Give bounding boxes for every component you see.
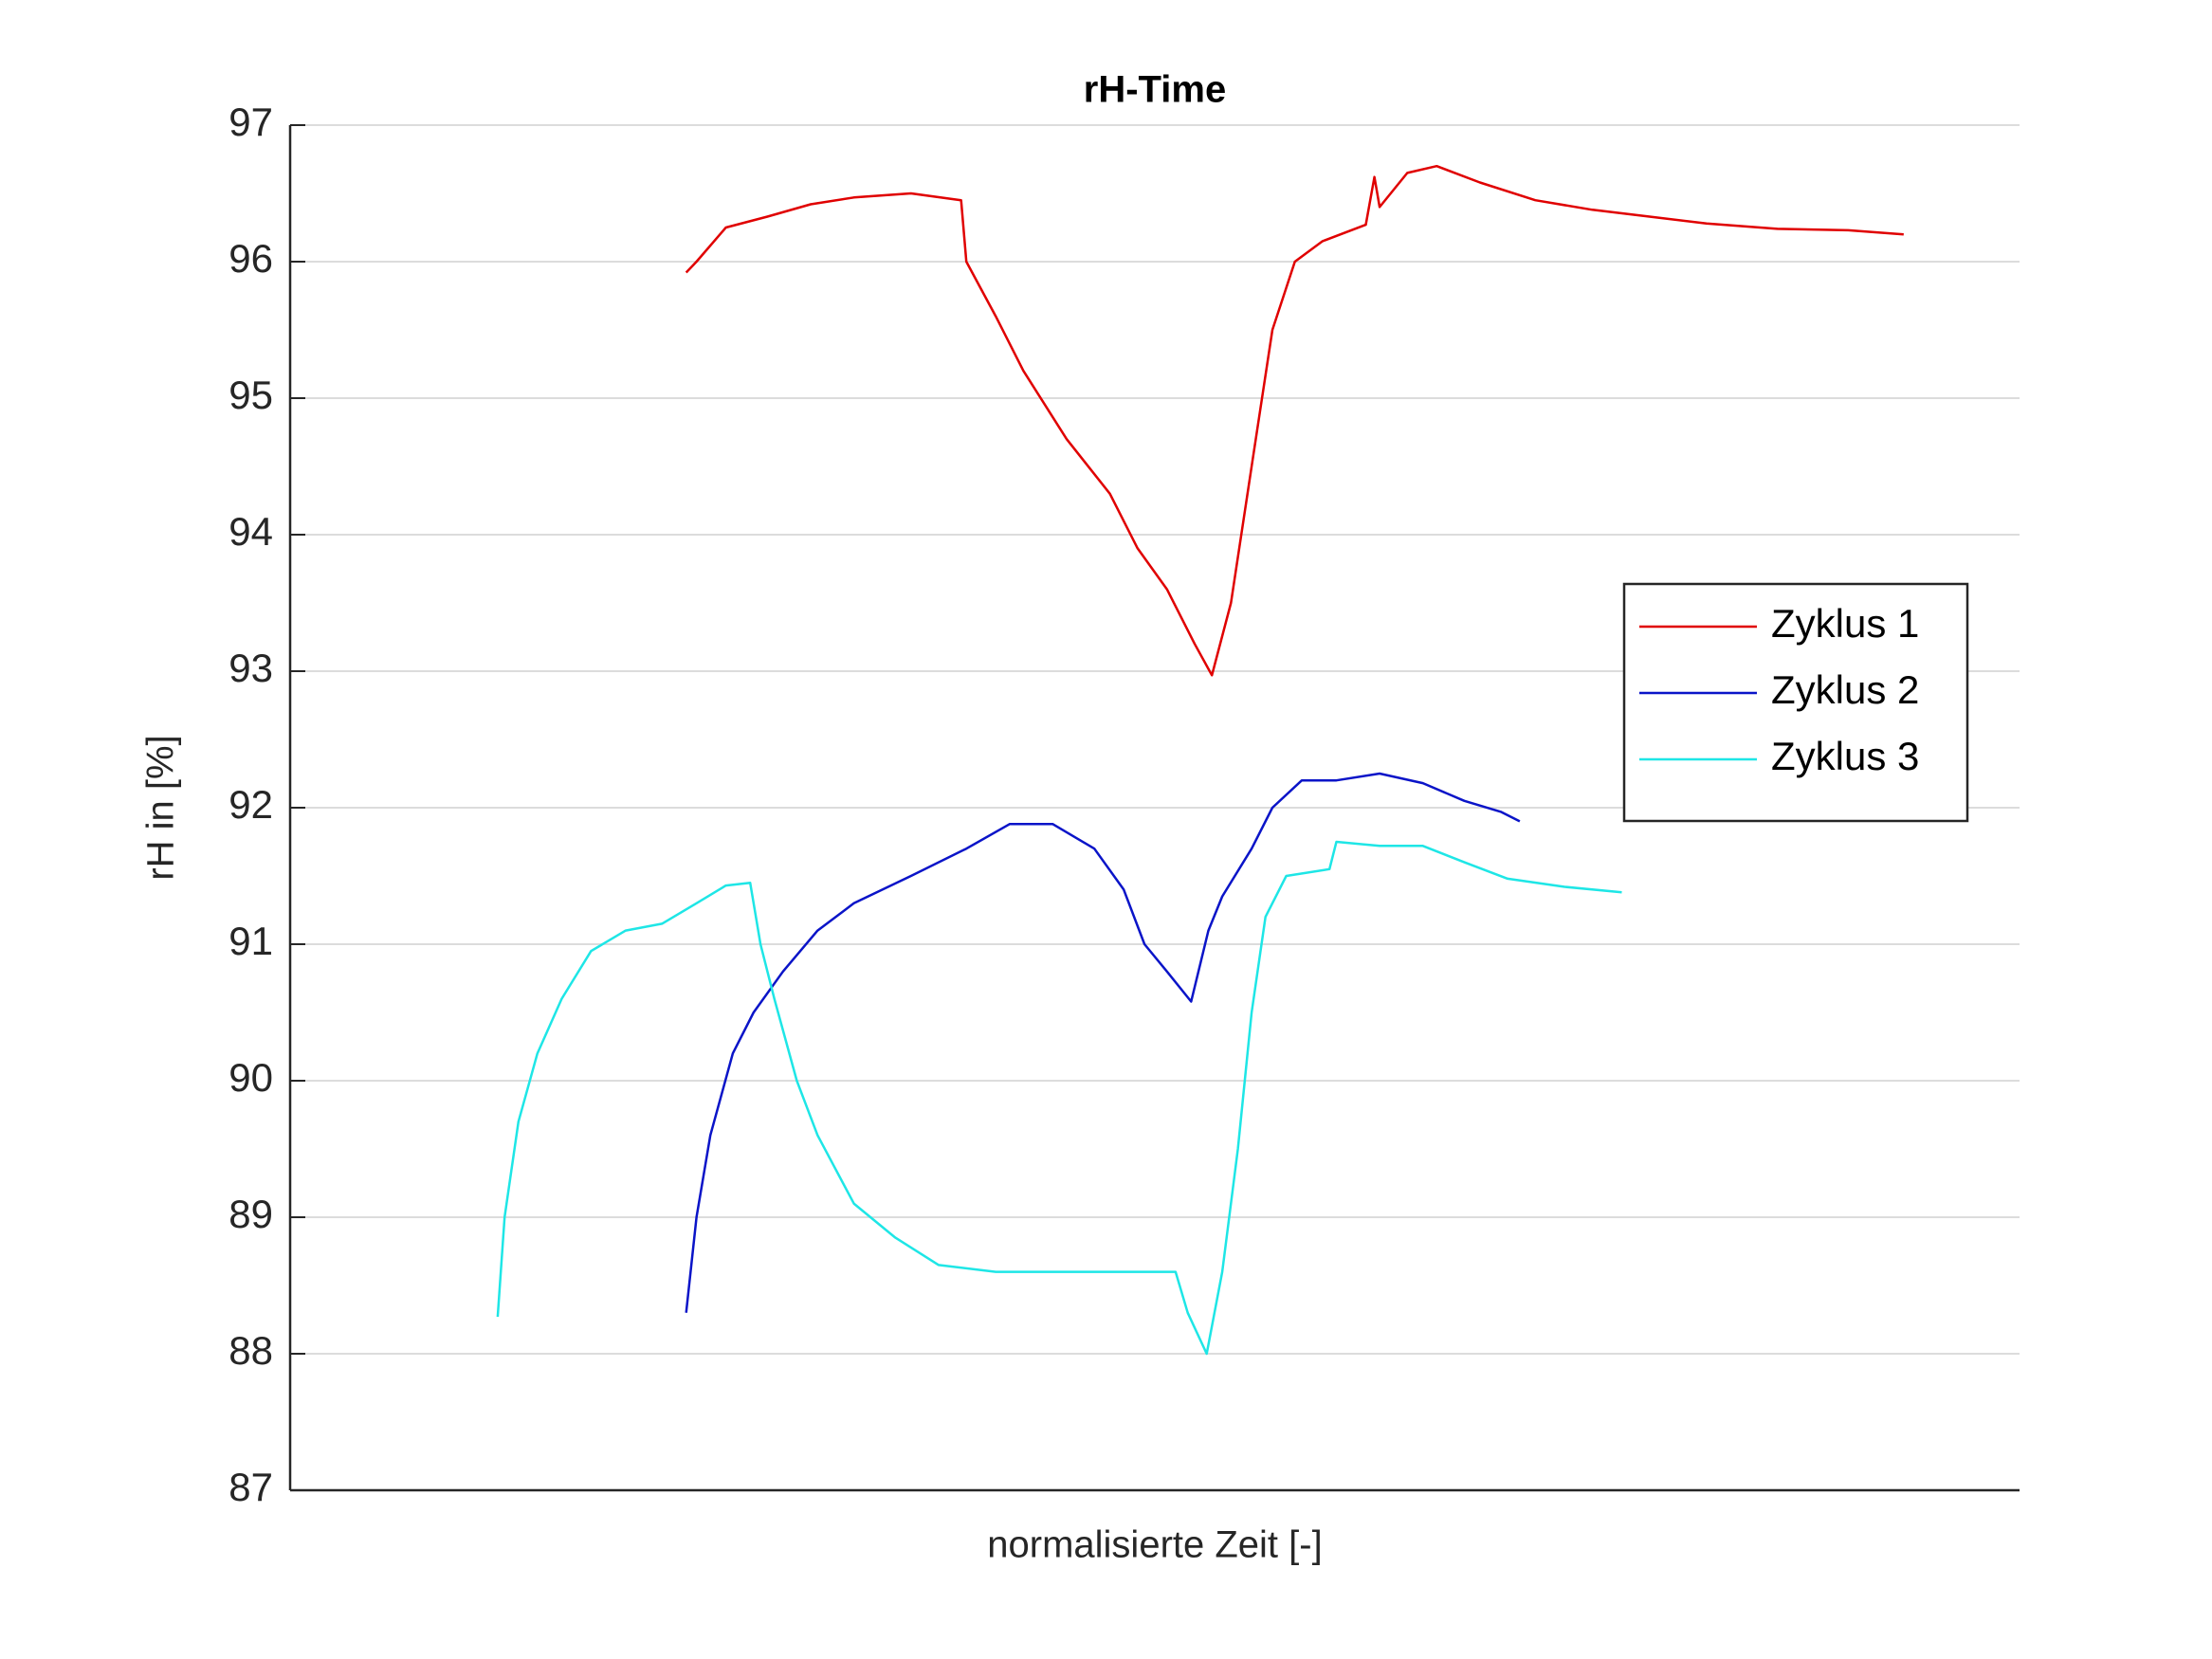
y-tick-label: 91 (229, 919, 273, 963)
y-tick-label: 89 (229, 1192, 273, 1236)
y-tick-label: 92 (229, 782, 273, 827)
data-line (496, 840, 1622, 1356)
data-line (685, 772, 1521, 1313)
y-tick-label: 87 (229, 1465, 273, 1509)
x-axis-label: normalisierte Zeit [-] (987, 1524, 1322, 1566)
legend-box (1622, 582, 1969, 823)
y-tick-label: 90 (229, 1055, 273, 1100)
legend-label: Zyklus 1 (1771, 601, 1919, 646)
y-tick-label: 96 (229, 236, 273, 281)
y-tick-label: 93 (229, 646, 273, 690)
data-line (685, 164, 1904, 677)
y-tick-label: 88 (229, 1328, 273, 1373)
y-axis-label: rH in [%] (140, 735, 182, 880)
legend-label: Zyklus 3 (1771, 734, 1919, 778)
y-tick-label: 94 (229, 509, 273, 554)
legend-label: Zyklus 2 (1771, 667, 1919, 712)
y-tick-label: 97 (229, 100, 273, 144)
chart-title: rH-Time (1084, 69, 1226, 111)
y-tick-label: 95 (229, 373, 273, 417)
